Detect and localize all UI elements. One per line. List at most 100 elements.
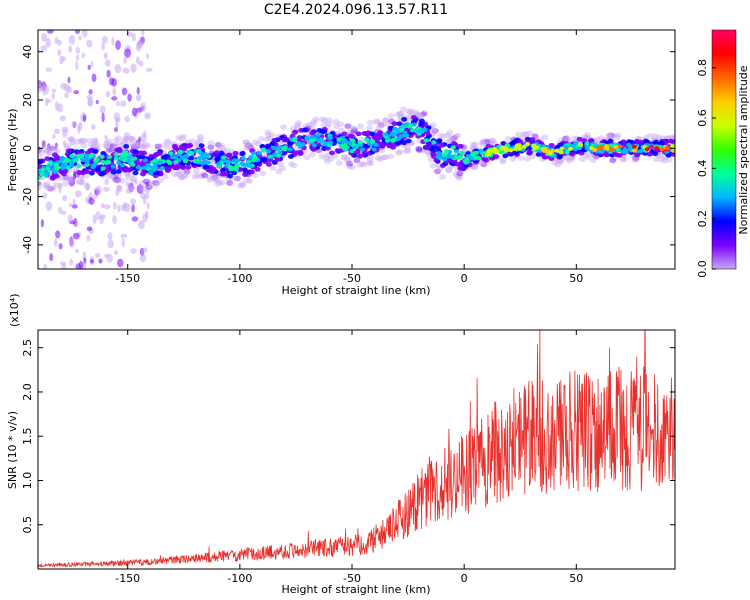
spectrogram-band-blob [581, 138, 588, 144]
spectrogram-band-blob [405, 138, 412, 144]
spectrogram-band-blob [150, 167, 156, 172]
spectrogram-band-blob [263, 136, 271, 143]
spectrogram-band-blob [390, 144, 397, 150]
spectrogram-band-blob [140, 171, 147, 177]
spectrogram-band-blob [404, 147, 412, 154]
spectrogram-noise-blob [99, 105, 106, 115]
spectrogram-band-blob [429, 127, 437, 133]
spectrogram-peak-blob [512, 147, 518, 152]
spectrogram-band-blob [43, 184, 51, 191]
spectrogram-noise-blob [52, 134, 56, 140]
spectrogram-band-blob [318, 153, 326, 160]
spectrogram-noise-blob [73, 170, 77, 180]
spectrogram-band-blob [297, 151, 304, 156]
spectrogram-noise-blob [125, 170, 131, 181]
spectrogram-band-blob [73, 138, 81, 145]
spectrogram-band-blob [66, 136, 74, 143]
spectrogram-band-blob [378, 147, 386, 154]
spectrogram-band-blob [138, 180, 146, 186]
spectrogram-band-blob [105, 138, 113, 145]
spectrogram-band-blob [45, 149, 53, 156]
spectrogram-band-blob [248, 155, 254, 160]
spectrogram-band-blob [188, 150, 194, 155]
spectrogram-peak-blob [632, 148, 638, 153]
spectrogram-noise-blob [107, 232, 113, 241]
spectrogram-noise-blob [126, 31, 133, 37]
spectrogram-band-blob [106, 141, 114, 148]
y-tick-label: -40 [21, 236, 34, 254]
spectrogram-noise-blob [114, 63, 122, 74]
spectrogram-band-blob [415, 147, 423, 153]
spectrogram-band-blob [211, 174, 219, 181]
spectrogram-band-blob [279, 165, 287, 172]
spectrogram-noise-blob [145, 210, 149, 219]
spectrogram-band-blob [66, 174, 74, 181]
spectrogram-band-blob [218, 142, 226, 149]
spectrogram-band-blob [38, 175, 42, 181]
spectrogram-band-blob [328, 140, 334, 145]
spectrogram-band-blob [132, 149, 139, 155]
spectrogram-band-blob [633, 138, 640, 144]
spectrogram-band-blob [584, 141, 590, 146]
spectrogram-band-blob [333, 123, 341, 130]
x-tick-label: 0 [461, 572, 468, 585]
spectrogram-band-blob [346, 163, 354, 170]
spectrogram-band-blob [177, 175, 185, 181]
spectrogram-band-blob [108, 174, 116, 180]
spectrogram-band-blob [400, 106, 408, 113]
spectrogram-peak-blob [532, 146, 538, 151]
spectrogram-band-blob [515, 131, 523, 138]
spectrogram-band-blob [218, 179, 226, 186]
spectrogram-band-blob [252, 139, 260, 146]
spectrogram-band-blob [412, 109, 420, 116]
colorbar-tick-label: 0.6 [696, 109, 709, 127]
spectrogram-band-blob [268, 132, 276, 138]
spectrogram-band-blob [214, 181, 222, 187]
spectrogram-band-blob [232, 150, 239, 156]
spectrogram-noise-blob [40, 219, 45, 228]
spectrogram-noise-blob [116, 100, 120, 107]
spectrogram-band-blob [347, 128, 355, 134]
spectrogram-noise-blob [67, 76, 71, 84]
spectrogram-band-blob [153, 170, 160, 176]
spectrogram-noise-blob [145, 53, 150, 59]
spectrogram-band-blob [526, 150, 533, 156]
spectrogram-band-blob [563, 155, 571, 161]
spectrogram-band-blob [349, 125, 357, 131]
spectrogram-band-blob [62, 163, 68, 168]
spectrogram-noise-blob [74, 248, 80, 254]
spectrogram-x-ticks: -150 -100 -50 0 50 [115, 30, 583, 285]
spectrogram-noise-blob [92, 214, 97, 225]
spectrogram-band-blob [43, 148, 51, 154]
spectrogram-band-blob [433, 168, 441, 175]
spectrogram-band-blob [142, 178, 150, 185]
spectrogram-band-blob [265, 149, 272, 154]
spectrogram-peak-blob [499, 146, 505, 151]
spectrogram-band-blob [78, 154, 85, 159]
spectrogram-band-blob [38, 153, 42, 159]
spectrogram-band-blob [661, 158, 669, 164]
spectrogram-band-blob [269, 165, 277, 171]
spectrogram-band-blob [123, 144, 130, 149]
spectrogram-band-blob [509, 156, 517, 162]
spectrogram-band-blob [271, 160, 278, 165]
colorbar-gradient [711, 29, 737, 270]
y-tick-label: 2.0 [21, 383, 34, 401]
spectrogram-noise-blob [86, 234, 91, 242]
spectrogram-band-blob [359, 147, 365, 152]
spectrogram-band-blob [631, 157, 639, 164]
spectrogram-band-blob [62, 175, 70, 181]
spectrogram-band-blob [69, 153, 75, 159]
spectrogram-band-blob [445, 154, 451, 159]
spectrogram-band-blob [324, 158, 332, 164]
spectrogram-band-blob [667, 138, 674, 144]
spectrogram-band-blob [568, 155, 576, 162]
spectrogram-noise-blob [104, 59, 111, 67]
spectrogram-band-blob [327, 155, 335, 162]
spectrogram-noise-blob [95, 211, 101, 220]
spectrogram-band-blob [455, 175, 463, 181]
spectrogram-band-blob [91, 140, 99, 146]
spectrogram-band-blob [244, 163, 250, 168]
spectrogram-noise-blob [138, 60, 144, 67]
spectrogram-band-blob [148, 171, 154, 176]
